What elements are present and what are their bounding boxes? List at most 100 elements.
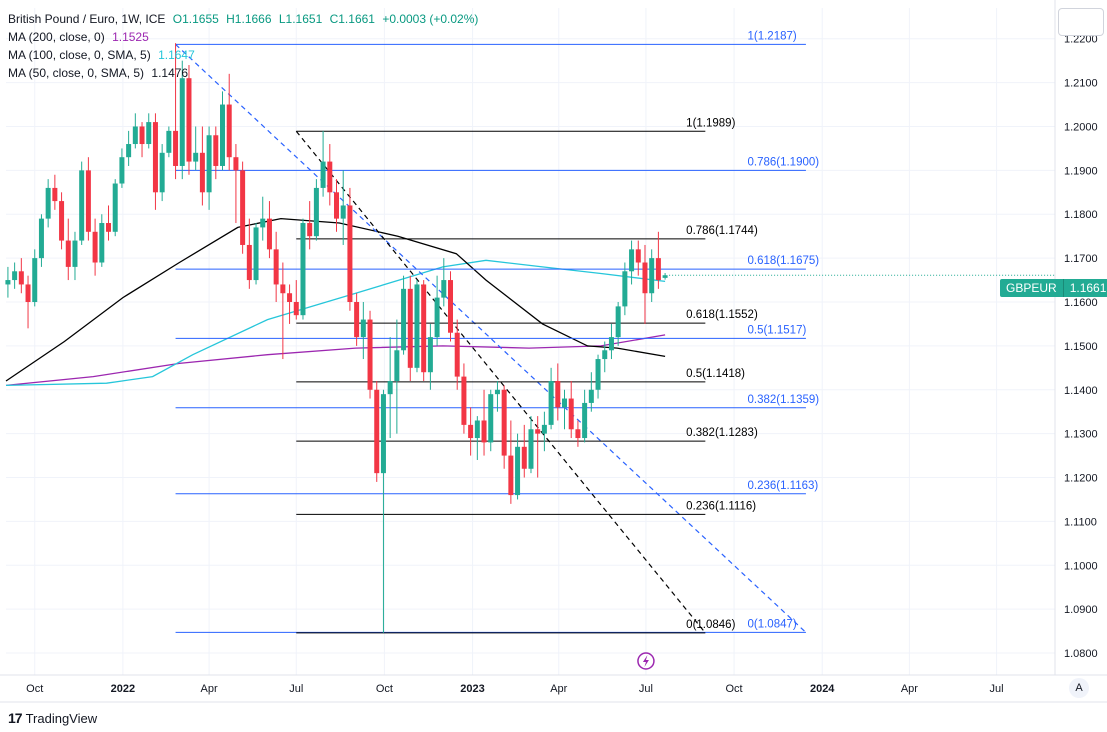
- candles: [5, 43, 1055, 633]
- candle-body: [5, 280, 11, 285]
- legend-ma200-value: 1.1525: [112, 30, 149, 44]
- y-tick-label: 1.1100: [1064, 516, 1097, 528]
- candle-body: [454, 332, 460, 377]
- candle-body: [615, 306, 621, 338]
- candle-body: [401, 288, 407, 351]
- fibonacci-labels: 1(1.2187) 0.786(1.1900) 0.618(1.1675) 0.5(1…: [686, 30, 819, 630]
- candle-body: [213, 135, 219, 166]
- candle-body: [521, 446, 527, 469]
- lightning-icon: [642, 655, 649, 667]
- candle-body: [179, 78, 185, 166]
- candle-body: [266, 218, 272, 250]
- candle-body: [79, 170, 85, 241]
- price-tag-value: 1.1661: [1062, 279, 1107, 297]
- legend-close: C1.1661: [329, 12, 375, 26]
- candle-body: [59, 201, 65, 241]
- x-tick-label: 2023: [460, 683, 484, 695]
- y-tick-label: 1.1400: [1064, 385, 1098, 397]
- fib-black-level-label: 0.382(1.1283): [686, 427, 758, 439]
- x-tick-label: Oct: [726, 683, 743, 695]
- auto-scale-button[interactable]: A: [1069, 678, 1089, 698]
- tradingview-footer[interactable]: 17 TradingView: [8, 710, 97, 726]
- candle-body: [152, 122, 158, 193]
- candle-body: [434, 297, 440, 338]
- candle-body: [119, 157, 125, 184]
- y-tick-label: 1.1000: [1064, 560, 1098, 572]
- candle-body: [159, 152, 165, 193]
- fib-black-level-label: 1(1.1989): [686, 117, 735, 129]
- price-tag-symbol: GBPEUR: [1000, 279, 1063, 297]
- candle-body: [106, 223, 112, 232]
- candle-body: [92, 231, 98, 263]
- fib-blue-level-label: 1(1.2187): [747, 30, 796, 42]
- x-tick-label: Jul: [639, 683, 653, 695]
- legend-ma100-row[interactable]: MA (100, close, 0, SMA, 5) 1.1647: [8, 46, 478, 64]
- candle-body: [588, 389, 594, 403]
- candle-body: [273, 249, 279, 285]
- candle-body: [508, 455, 514, 496]
- chart-axes: 1.0800 1.0900 1.1000 1.1100 1.1200 1.1300 1.14…: [0, 0, 1107, 703]
- y-tick-label: 1.1800: [1064, 209, 1098, 221]
- candle-body: [360, 319, 366, 338]
- candle-body: [280, 284, 286, 294]
- candle-body: [494, 389, 500, 395]
- legend-high: H1.1666: [226, 12, 272, 26]
- legend-open: O1.1655: [172, 12, 219, 26]
- candle-body: [635, 249, 641, 263]
- y-tick-label: 1.1300: [1064, 429, 1098, 441]
- candle-body: [32, 258, 38, 303]
- candle-body: [374, 389, 380, 474]
- candle-body: [629, 249, 635, 272]
- candle-body: [38, 218, 44, 259]
- candle-body: [468, 424, 474, 439]
- legend-ma50-row[interactable]: MA (50, close, 0, SMA, 5) 1.1476: [8, 64, 478, 82]
- candle-body: [199, 152, 205, 193]
- event-flag: [637, 652, 655, 670]
- candle-body: [427, 337, 433, 373]
- x-tick-label: Apr: [550, 683, 567, 695]
- candle-body: [139, 126, 145, 145]
- chart-grid: [6, 8, 1055, 675]
- x-tick-label: 2024: [810, 683, 835, 695]
- candle-body: [99, 223, 105, 263]
- y-tick-label: 1.2100: [1064, 78, 1098, 90]
- y-tick-label: 1.0900: [1064, 604, 1098, 616]
- candle-body: [649, 258, 655, 294]
- candle-body: [260, 218, 266, 228]
- fib-blue-level-label: 0.236(1.1163): [747, 480, 818, 492]
- candle-body: [85, 170, 91, 232]
- candle-body: [407, 288, 413, 368]
- candle-body: [340, 205, 346, 219]
- candle-body: [441, 280, 447, 298]
- legend-ma200-row[interactable]: MA (200, close, 0) 1.1525: [8, 28, 478, 46]
- fib-blue-level-label: 0.618(1.1675): [747, 255, 819, 267]
- candle-body: [12, 271, 18, 281]
- candle-body: [575, 429, 581, 439]
- y-tick-label: 1.0800: [1064, 648, 1098, 660]
- candle-body: [548, 380, 554, 425]
- candle-body: [387, 380, 393, 395]
- legend-title: British Pound / Euro, 1W, ICE: [8, 12, 166, 26]
- candle-body: [18, 271, 24, 285]
- candle-body: [173, 130, 179, 166]
- legend-ma50-value: 1.1476: [151, 66, 189, 80]
- candle-body: [582, 402, 588, 439]
- candle-body: [206, 135, 212, 193]
- candle-body: [193, 152, 199, 162]
- fib-blue-level-label: 0.5(1.1517): [747, 324, 806, 336]
- chart-legend: British Pound / Euro, 1W, ICE O1.1655 H1…: [8, 10, 478, 82]
- candle-body: [166, 130, 172, 153]
- candle-body: [515, 446, 521, 496]
- y-tick-label: 1.2200: [1064, 34, 1098, 46]
- candle-body: [481, 420, 487, 443]
- candle-body: [146, 122, 152, 145]
- candle-body: [421, 284, 427, 373]
- candle-body: [555, 380, 561, 408]
- candle-body: [595, 359, 601, 390]
- legend-low: L1.1651: [278, 12, 323, 26]
- legend-ma100-value: 1.1647: [158, 48, 195, 62]
- chart-settings-box[interactable]: [1058, 8, 1104, 36]
- fibonacci-retracements: [175, 43, 807, 634]
- fib-blue-level-label: 0(1.0847): [747, 618, 796, 630]
